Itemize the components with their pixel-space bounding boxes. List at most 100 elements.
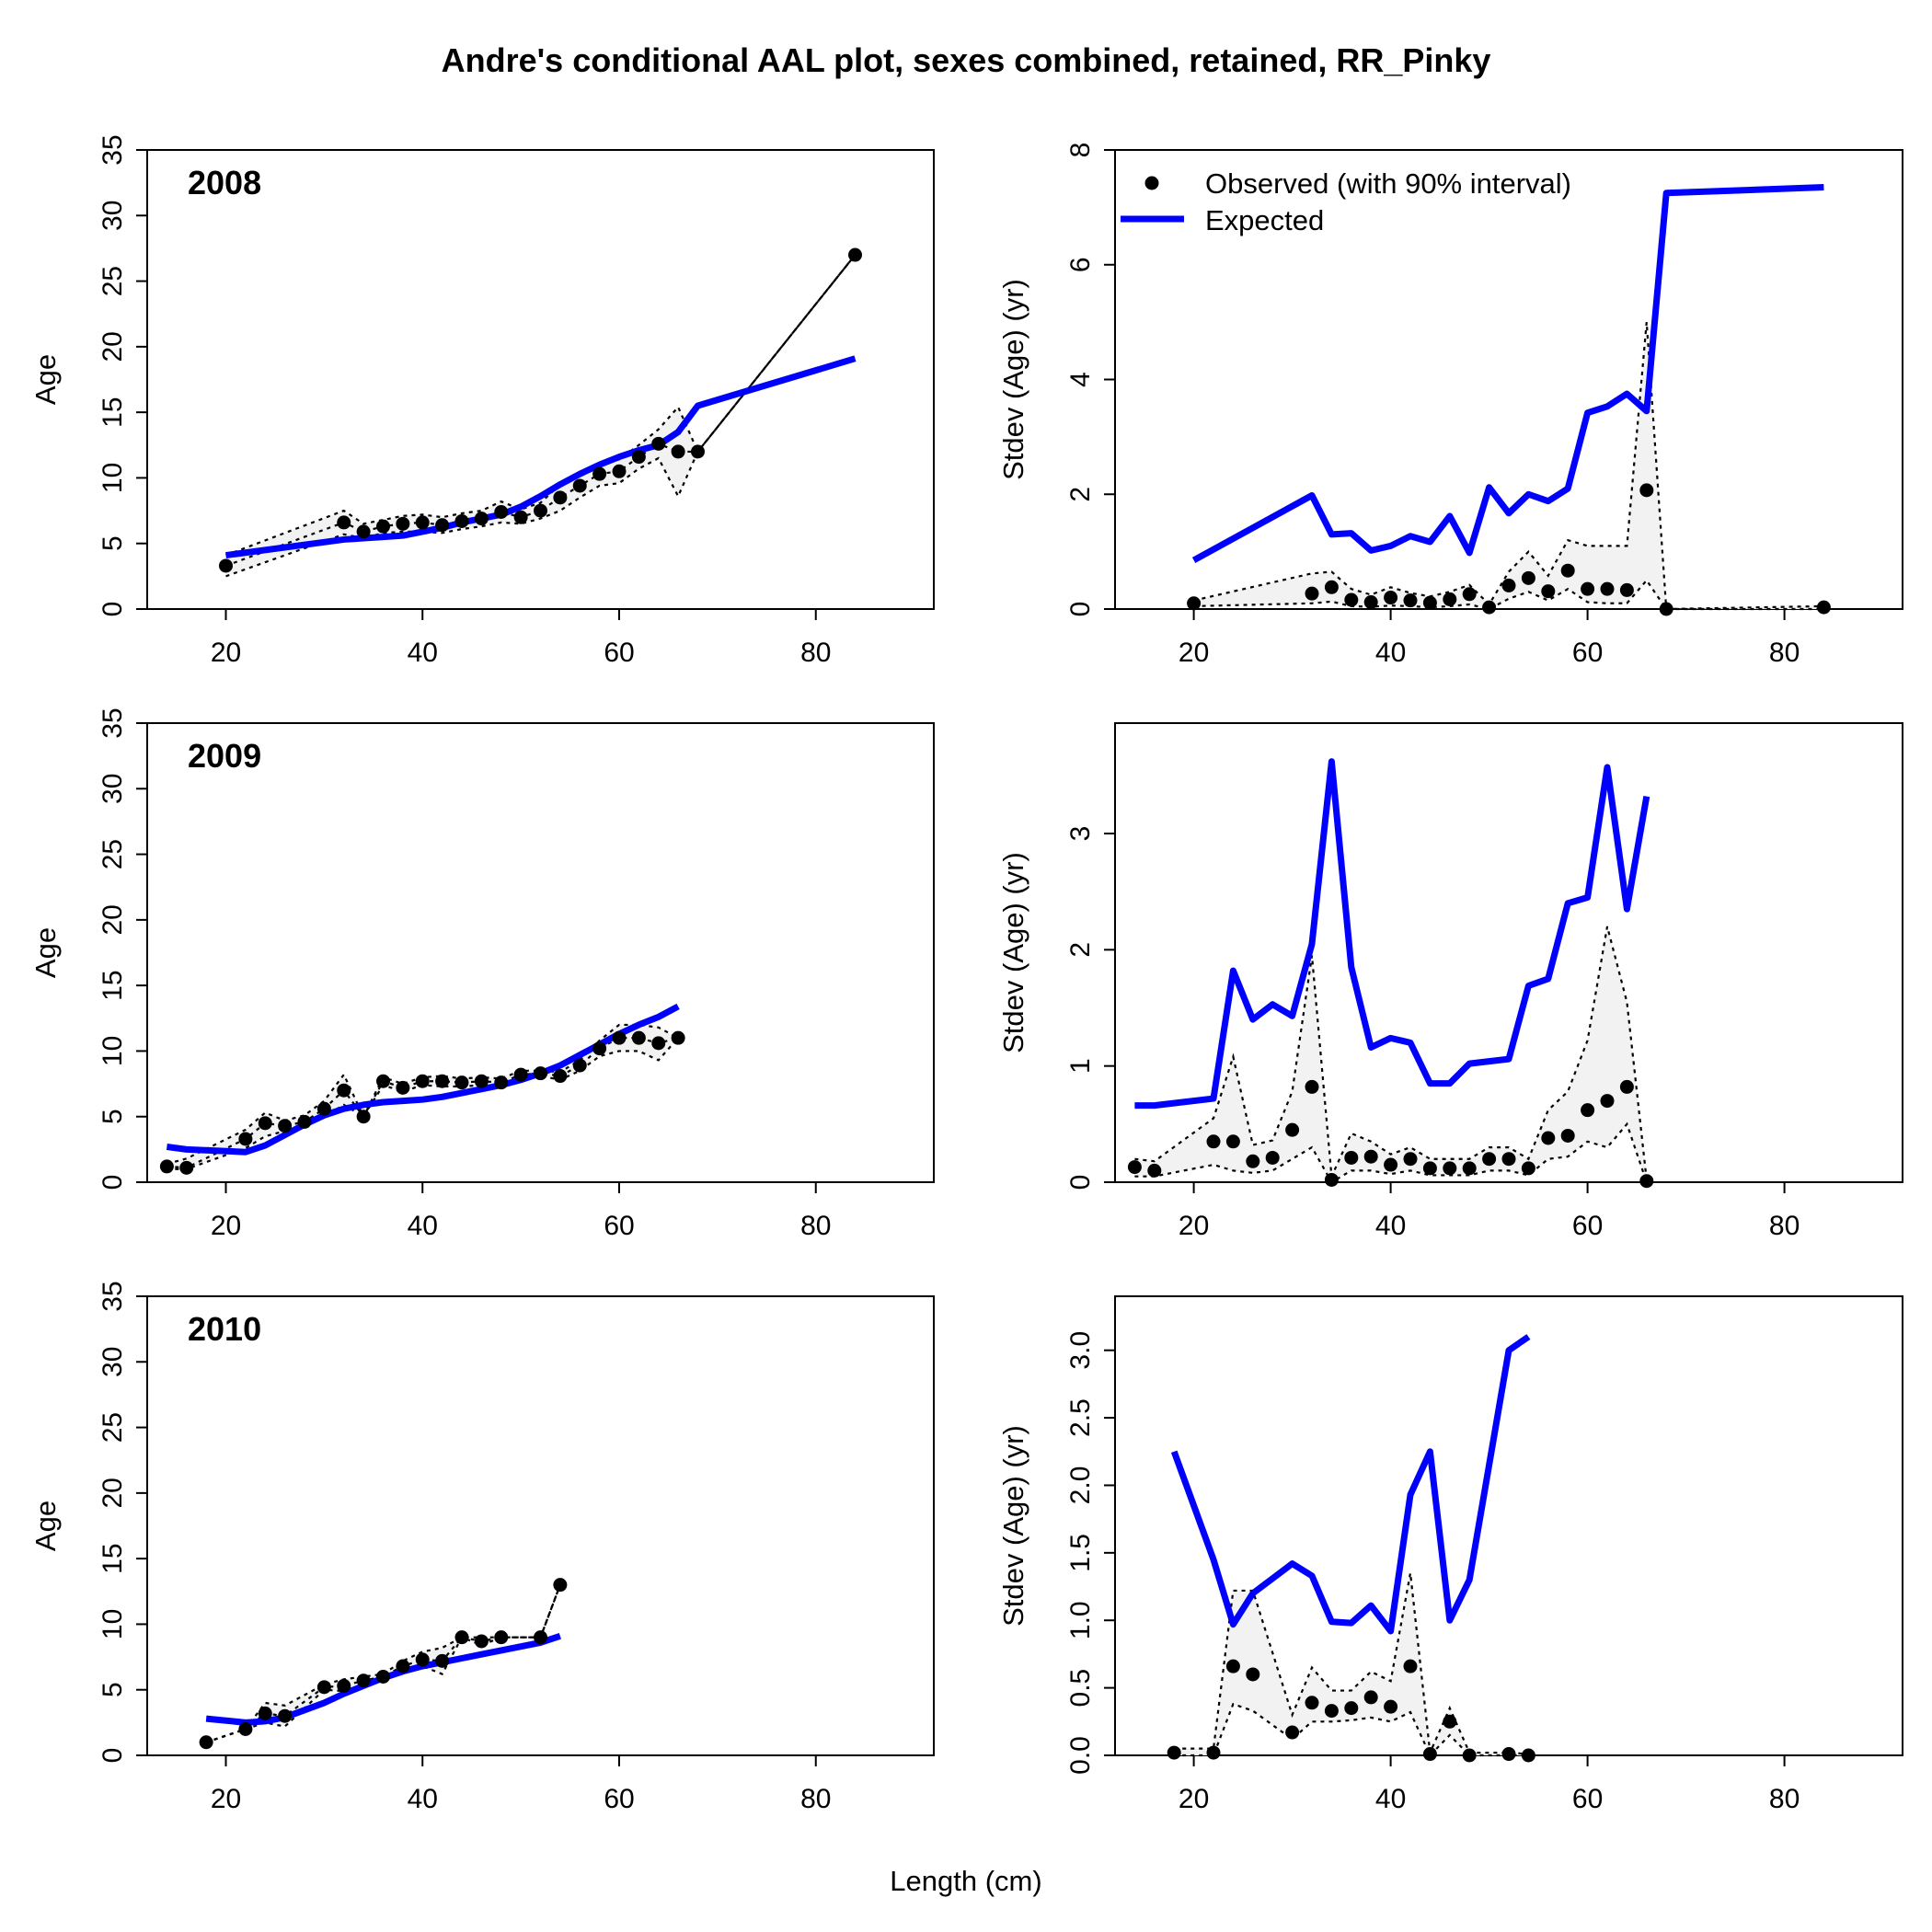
observed-point bbox=[159, 1159, 174, 1174]
observed-point bbox=[1206, 1134, 1221, 1149]
observed-point bbox=[1541, 584, 1556, 599]
panel-2009-mean-age: 20 40 60 80 0 5 10 15 20 25 30 35 Age 2009 bbox=[29, 707, 935, 1241]
observed-point bbox=[356, 1110, 371, 1124]
observed-point bbox=[238, 1721, 253, 1736]
y-axis-label: Age bbox=[29, 354, 62, 405]
observed-point bbox=[1619, 1079, 1634, 1094]
observed-point bbox=[1422, 1747, 1437, 1762]
expected-line bbox=[205, 1632, 561, 1726]
observed-point bbox=[848, 247, 862, 262]
observed-point bbox=[415, 1074, 430, 1088]
observed-point bbox=[513, 1067, 528, 1082]
observed-point bbox=[474, 1074, 489, 1088]
observed-point bbox=[376, 1074, 390, 1088]
y-tick-label: 2.0 bbox=[1065, 1466, 1096, 1505]
y-axis-label: Stdev (Age) (yr) bbox=[997, 279, 1029, 480]
observed-point bbox=[1285, 1122, 1300, 1137]
interval-upper-line bbox=[1193, 322, 1824, 611]
observed-point bbox=[1422, 1161, 1437, 1176]
panel-2008-stdev-age: 20 40 60 80 0 2 4 6 8 Stdev (Age) (yr) Observed (w… bbox=[997, 143, 1903, 668]
observed-point bbox=[278, 1708, 293, 1723]
observed-point bbox=[534, 503, 547, 518]
observed-point bbox=[1560, 563, 1575, 578]
observed-point bbox=[1265, 1150, 1280, 1165]
x-tick-label: 60 bbox=[604, 1211, 634, 1241]
observed-point bbox=[1147, 1163, 1162, 1178]
y-axis-label: Stdev (Age) (yr) bbox=[997, 1425, 1029, 1627]
legend: Observed (with 90% interval) Expected bbox=[1121, 167, 1571, 236]
observed-point bbox=[651, 436, 666, 451]
observed-point bbox=[1324, 1704, 1339, 1719]
y-tick-label: 35 bbox=[98, 134, 128, 165]
x-tick-label: 80 bbox=[800, 1784, 831, 1814]
y-tick-label: 2.5 bbox=[1065, 1398, 1096, 1437]
observed-point bbox=[1521, 1161, 1535, 1176]
observed-point bbox=[553, 1069, 568, 1084]
observed-point bbox=[1482, 1152, 1497, 1167]
observed-point bbox=[454, 1075, 469, 1090]
y-tick-label: 25 bbox=[98, 266, 128, 296]
observed-point bbox=[1246, 1667, 1260, 1682]
interval-band bbox=[206, 1584, 560, 1742]
plot-frame bbox=[1114, 722, 1903, 1183]
observed-point bbox=[1462, 1748, 1477, 1763]
observed-point bbox=[1187, 596, 1202, 611]
observed-point bbox=[1521, 570, 1535, 585]
observed-point bbox=[337, 1678, 351, 1693]
observed-point bbox=[534, 1066, 547, 1081]
observed-point bbox=[474, 512, 489, 526]
year-label: 2010 bbox=[188, 1310, 261, 1348]
plot-frame bbox=[146, 149, 935, 610]
x-tick-label: 80 bbox=[1769, 1784, 1800, 1814]
observed-point bbox=[179, 1160, 194, 1175]
y-tick-label: 1.0 bbox=[1065, 1601, 1096, 1639]
observed-point bbox=[1443, 1714, 1457, 1729]
observed-point bbox=[612, 464, 627, 478]
y-tick-label: 5 bbox=[98, 535, 128, 551]
x-tick-label: 40 bbox=[1375, 1211, 1406, 1241]
observed-point bbox=[1324, 1172, 1339, 1187]
observed-point bbox=[1206, 1745, 1221, 1760]
observed-point bbox=[396, 1659, 410, 1673]
observed-point bbox=[1324, 580, 1339, 594]
observed-point bbox=[435, 1653, 450, 1668]
observed-point bbox=[612, 1030, 627, 1045]
y-tick-label: 8 bbox=[1065, 143, 1096, 158]
y-tick-label: 4 bbox=[1065, 372, 1096, 387]
observed-point bbox=[1816, 600, 1831, 615]
interval-band bbox=[167, 1024, 679, 1169]
observed-point bbox=[1344, 1150, 1359, 1165]
y-tick-label: 0 bbox=[1065, 1175, 1096, 1190]
y-tick-label: 0 bbox=[1065, 602, 1096, 617]
observed-point bbox=[1246, 1154, 1260, 1168]
y-tick-label: 2 bbox=[1065, 942, 1096, 958]
y-tick-label: 3.0 bbox=[1065, 1331, 1096, 1370]
observed-point bbox=[396, 1080, 410, 1095]
observed-point bbox=[1560, 1128, 1575, 1143]
observed-point bbox=[396, 516, 410, 531]
interval-band bbox=[1193, 322, 1824, 609]
plot-frame bbox=[146, 722, 935, 1183]
y-tick-label: 0 bbox=[98, 1748, 128, 1764]
x-tick-label: 60 bbox=[1572, 1784, 1603, 1814]
x-tick-label: 80 bbox=[800, 1211, 831, 1241]
observed-point bbox=[572, 478, 587, 493]
interval-lower-line bbox=[1174, 1702, 1529, 1757]
interval-band bbox=[1134, 926, 1647, 1182]
x-tick-label: 80 bbox=[1769, 638, 1800, 668]
observed-point bbox=[1600, 581, 1615, 596]
x-tick-label: 40 bbox=[408, 1211, 438, 1241]
expected-line bbox=[225, 355, 857, 559]
observed-point bbox=[553, 490, 568, 505]
interval-band bbox=[1174, 1572, 1529, 1755]
observed-point bbox=[1344, 1701, 1359, 1716]
y-tick-label: 1.5 bbox=[1065, 1534, 1096, 1572]
y-tick-label: 30 bbox=[98, 201, 128, 231]
y-tick-label: 6 bbox=[1065, 257, 1096, 272]
y-tick-label: 15 bbox=[98, 970, 128, 1000]
observed-point bbox=[494, 1630, 509, 1645]
x-tick-label: 40 bbox=[1375, 1784, 1406, 1814]
observed-point bbox=[671, 444, 685, 459]
observed-point bbox=[1581, 581, 1595, 596]
